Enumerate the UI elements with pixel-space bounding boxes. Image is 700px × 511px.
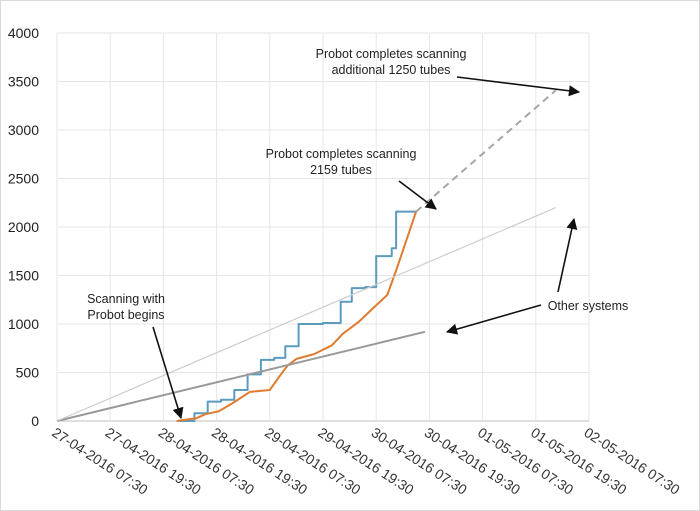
x-tick-label: 28-04-2016 07:30 — [156, 424, 258, 498]
annotation-1: Probot completes scanning additional 1250… — [316, 47, 467, 77]
annotation-4: Other systems — [548, 299, 629, 313]
annotation-line: 2159 tubes — [310, 163, 372, 177]
series-group — [56, 89, 557, 422]
series-line-2 — [176, 211, 418, 422]
annotation-line: Probot completes scanning — [266, 147, 417, 161]
series-line-3 — [415, 89, 557, 213]
annotation-arrow — [398, 180, 437, 210]
y-tick-label: 4000 — [8, 25, 39, 41]
x-tick-label: 27-04-2016 19:30 — [103, 424, 205, 498]
annotation-2: Probot completes scanning 2159 tubes — [266, 147, 417, 177]
annotation-arrow — [557, 217, 578, 293]
x-tick-label: 27-04-2016 07:30 — [49, 424, 151, 498]
x-tick-label: 02-05-2016 07:30 — [581, 424, 683, 498]
x-tick-label: 30-04-2016 07:30 — [369, 424, 471, 498]
annotation-line: Other systems — [548, 299, 629, 313]
x-tick-label: 01-05-2016 07:30 — [475, 424, 577, 498]
x-tick-label: 29-04-2016 19:30 — [315, 424, 417, 498]
y-tick-label: 3000 — [8, 122, 39, 138]
series-line-1 — [176, 210, 417, 422]
y-tick-label: 0 — [31, 413, 39, 429]
annotation-3: Scanning with Probot begins — [87, 292, 165, 322]
y-tick-labels: 0 500 1000 1500 2000 2500 3000 3500 4000 — [8, 25, 39, 429]
y-tick-label: 1000 — [8, 316, 39, 332]
x-tick-label: 30-04-2016 19:30 — [422, 424, 524, 498]
grid-lines — [56, 32, 590, 422]
series-line-4 — [56, 330, 426, 422]
annotations: Probot completes scanning additional 1250… — [87, 47, 629, 420]
annotation-arrow — [152, 326, 184, 420]
annotation-line: Probot begins — [87, 308, 164, 322]
annotation-arrow — [445, 304, 542, 335]
y-tick-label: 2500 — [8, 171, 39, 187]
annotation-line: Probot completes scanning — [316, 47, 467, 61]
y-tick-label: 3500 — [8, 74, 39, 90]
annotation-line: additional 1250 tubes — [332, 63, 451, 77]
annotation-line: Scanning with — [87, 292, 165, 306]
x-tick-label: 01-05-2016 19:30 — [528, 424, 630, 498]
y-tick-label: 1500 — [8, 268, 39, 284]
y-tick-label: 2000 — [8, 219, 39, 235]
annotation-arrow — [456, 76, 581, 97]
series-line-5 — [56, 207, 557, 422]
y-tick-label: 500 — [16, 365, 40, 381]
x-tick-label: 28-04-2016 19:30 — [209, 424, 311, 498]
x-tick-label: 29-04-2016 07:30 — [262, 424, 364, 498]
